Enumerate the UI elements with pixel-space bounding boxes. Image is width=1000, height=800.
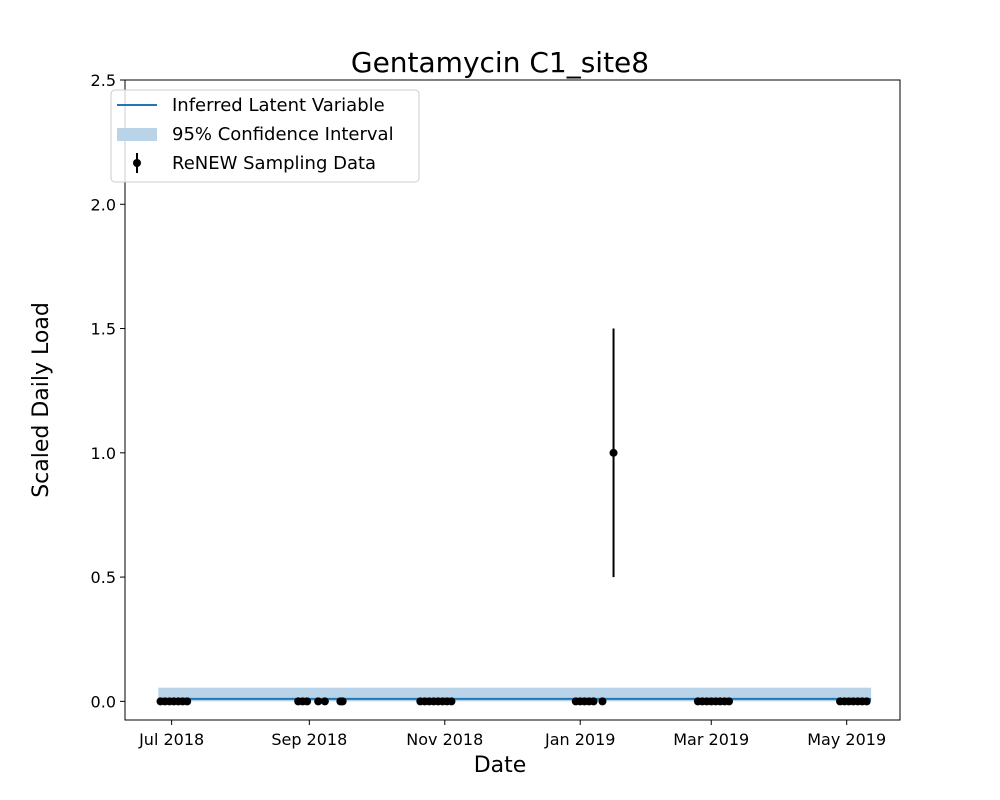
sampling-point <box>598 697 607 706</box>
x-tick-label: May 2019 <box>807 730 886 749</box>
y-tick-label: 2.0 <box>91 195 116 214</box>
x-tick-label: Jan 2019 <box>544 730 615 749</box>
y-axis-title: Scaled Daily Load <box>29 302 54 498</box>
plot-frame <box>124 79 901 721</box>
y-tick-label: 2.5 <box>91 71 116 90</box>
sampling-point <box>320 697 329 706</box>
sampling-point <box>609 448 618 457</box>
y-tick-label: 0.5 <box>91 568 116 587</box>
y-tick-label: 1.5 <box>91 320 116 339</box>
legend: Inferred Latent Variable 95% Confidence … <box>110 89 420 183</box>
x-axis-title: Date <box>474 753 527 778</box>
chart-title: Gentamycin C1_site8 <box>351 46 649 79</box>
y-axis: 0.0 0.5 1.0 1.5 2.0 2.5 <box>91 71 125 711</box>
legend-label-ci: 95% Confidence Interval <box>172 124 394 145</box>
sampling-point <box>589 697 598 706</box>
sampling-point <box>303 697 312 706</box>
x-tick-label: Nov 2018 <box>406 730 483 749</box>
legend-frame <box>110 89 420 183</box>
x-tick-label: Mar 2019 <box>673 730 749 749</box>
sampling-point <box>725 697 734 706</box>
legend-label-sampling: ReNEW Sampling Data <box>172 153 376 174</box>
x-axis: Jul 2018 Sep 2018 Nov 2018 Jan 2019 Mar 2019… <box>138 720 886 749</box>
sampling-point <box>183 697 192 706</box>
legend-band-swatch <box>117 128 157 141</box>
legend-label-latent: Inferred Latent Variable <box>172 95 385 116</box>
sampling-point <box>862 697 871 706</box>
sampling-point <box>447 697 456 706</box>
legend-marker-swatch <box>133 159 141 167</box>
x-tick-label: Sep 2018 <box>271 730 347 749</box>
sampling-point <box>338 697 347 706</box>
x-tick-label: Jul 2018 <box>138 730 204 749</box>
sampling-point <box>314 697 323 706</box>
plot-area <box>156 328 872 706</box>
y-tick-label: 1.0 <box>91 444 116 463</box>
y-tick-label: 0.0 <box>91 692 116 711</box>
